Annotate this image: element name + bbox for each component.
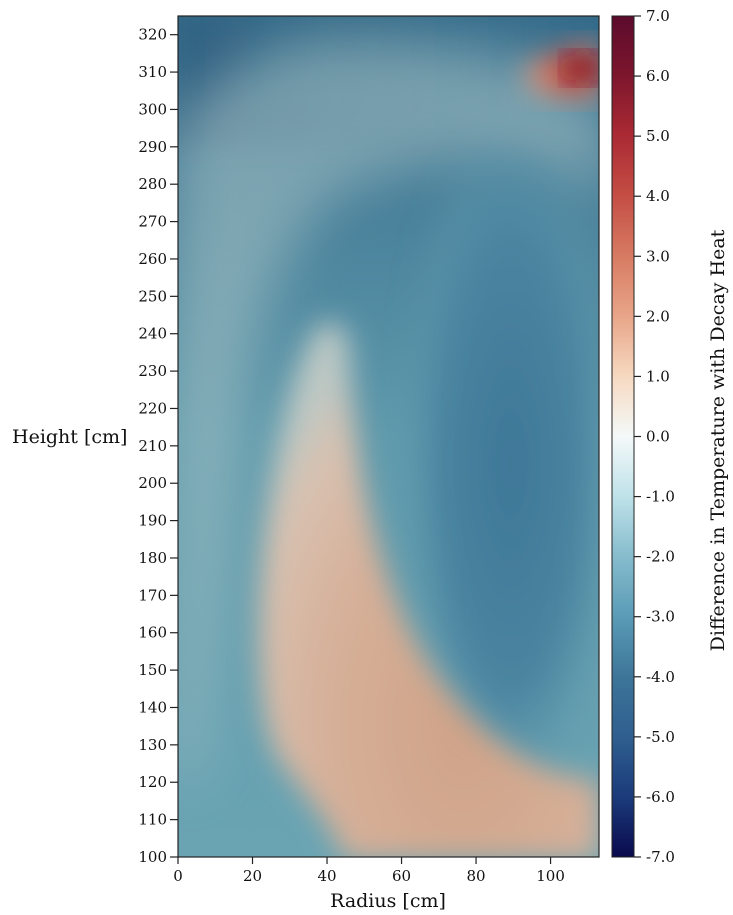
colorbar-tick-label-12: -5.0 — [646, 728, 675, 746]
y-tick-label-140: 140 — [138, 698, 167, 716]
colorbar-tick-label-2: 5.0 — [646, 127, 670, 145]
colorbar-tick-label-1: 6.0 — [646, 67, 670, 85]
colorbar-tick-label-13: -6.0 — [646, 788, 675, 806]
y-tick-label-220: 220 — [138, 399, 167, 417]
x-axis-title: Radius [cm] — [330, 890, 446, 912]
x-tick-label-60: 60 — [392, 867, 411, 885]
y-tick-label-100: 100 — [138, 848, 167, 866]
y-tick-label-230: 230 — [138, 362, 167, 380]
y-tick-label-300: 300 — [138, 100, 167, 118]
plot-frame — [177, 15, 600, 858]
y-tick-label-110: 110 — [138, 811, 167, 829]
heatmap-field — [178, 16, 599, 857]
y-tick-label-280: 280 — [138, 175, 167, 193]
x-tick-label-0: 0 — [173, 867, 183, 885]
y-tick-label-130: 130 — [138, 736, 167, 754]
y-tick-label-170: 170 — [138, 586, 167, 604]
y-tick-label-190: 190 — [138, 512, 167, 530]
y-tick-label-240: 240 — [138, 325, 167, 343]
colorbar-gradient — [611, 15, 635, 858]
colorbar-tick-label-9: -2.0 — [646, 548, 675, 566]
y-tick-label-310: 310 — [138, 63, 167, 81]
x-tick-label-40: 40 — [317, 867, 336, 885]
y-tick-label-160: 160 — [138, 624, 167, 642]
colorbar-tick-label-4: 3.0 — [646, 247, 670, 265]
y-tick-label-150: 150 — [138, 661, 167, 679]
y-tick-label-290: 290 — [138, 138, 167, 156]
x-tick-label-80: 80 — [467, 867, 486, 885]
y-tick-label-250: 250 — [138, 287, 167, 305]
y-tick-label-320: 320 — [138, 26, 167, 44]
colorbar-tick-label-3: 4.0 — [646, 187, 670, 205]
colorbar-tick-label-7: 0.0 — [646, 428, 670, 446]
x-axis: 0 20 40 60 80 100 — [173, 857, 565, 885]
colorbar-tick-label-10: -3.0 — [646, 608, 675, 626]
colorbar: 7.0 6.0 5.0 4.0 3.0 2.0 1.0 0.0 -1.0 -2.0 -3.0 -4.0… — [611, 7, 675, 866]
colorbar-tick-label-0: 7.0 — [646, 7, 670, 25]
colorbar-tick-label-14: -7.0 — [646, 848, 675, 866]
y-tick-label-260: 260 — [138, 250, 167, 268]
x-tick-label-20: 20 — [243, 867, 262, 885]
y-tick-label-180: 180 — [138, 549, 167, 567]
x-tick-label-100: 100 — [536, 867, 565, 885]
y-axis-title: Height [cm] — [12, 426, 127, 448]
y-tick-label-120: 120 — [138, 773, 167, 791]
colorbar-tick-label-8: -1.0 — [646, 488, 675, 506]
colorbar-tick-label-5: 2.0 — [646, 307, 670, 325]
y-tick-label-210: 210 — [138, 437, 167, 455]
y-axis: 100 110 120 130 140 150 160 170 180 190 200 210 220 2… — [138, 26, 178, 866]
colorbar-tick-label-6: 1.0 — [646, 367, 670, 385]
y-tick-label-270: 270 — [138, 213, 167, 231]
colorbar-tick-label-11: -4.0 — [646, 668, 675, 686]
colorbar-title: Difference in Temperature with Decay Hea… — [707, 229, 729, 651]
y-tick-label-200: 200 — [138, 474, 167, 492]
